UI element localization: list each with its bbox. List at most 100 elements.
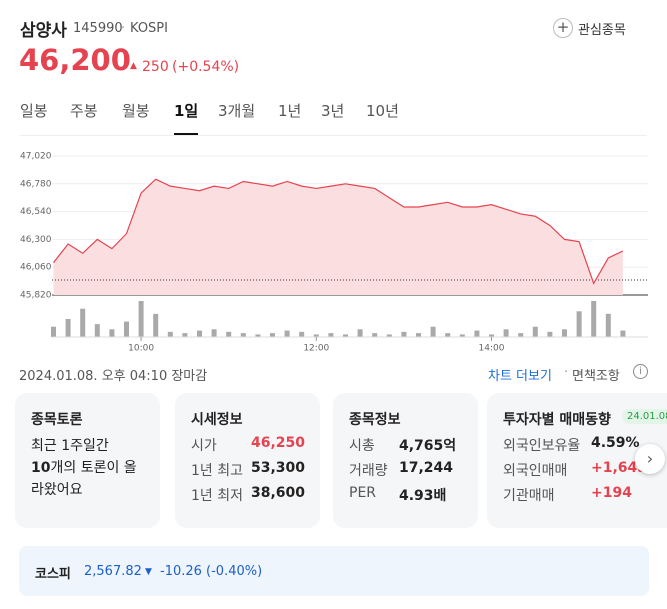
volume-bar [547,331,553,337]
volume-bar [430,326,436,337]
volume-bar [94,324,100,337]
volume-bar [328,333,334,337]
change-pct: (+0.54%) [172,59,240,75]
disclaimer[interactable]: 면책조항 [572,369,620,384]
x-tick-label: 14:00 [479,344,505,354]
volume-bar [167,331,173,337]
date-badge: 24.01.08 [622,409,667,424]
tab[interactable]: 3년 [321,102,345,120]
chart-more[interactable]: 차트 더보기 [488,369,552,384]
down-arrow: ▼ [145,567,152,577]
change: 250 [142,59,169,75]
tab[interactable]: 일봉 [20,102,48,120]
up-arrow: ▲ [130,61,137,71]
card-discussion[interactable]: 종목토론 최근 1주일간 10개의 토론이 올라왔어요 [15,393,160,528]
card-title: 투자자별 매매동향 [503,412,611,428]
volume-bar [313,334,319,337]
volume-bar [416,333,421,337]
card-row: 시총 4,765억 [349,435,456,455]
volume-bar [270,333,275,337]
volume-bar [357,329,363,337]
volume-bar [343,334,348,337]
price: 46,200 [19,43,131,77]
volume-bar [211,329,217,337]
row-value: 17,244 [399,460,454,476]
next-button[interactable]: › [635,444,665,474]
stock-code: 145990 [73,21,123,36]
tab[interactable]: 10년 [366,102,399,120]
y-tick-label: 46,540 [20,207,52,217]
volume-bar [240,333,246,337]
sep: · [121,21,126,36]
row-value: 46,250 [251,435,306,451]
volume-bar [591,301,597,337]
price-line [53,178,624,285]
index-change: -10.26 (-0.40%) [160,564,263,579]
tab-underline [174,133,198,135]
row-label: 시가 [191,438,217,454]
info-icon[interactable]: i [633,364,648,379]
card-title: 종목정보 [349,412,401,428]
volume-bar [401,331,407,337]
card-text: 개의 토론이 올라왔어요 [31,460,137,498]
row-label: 1년 최고 [191,463,243,479]
row-label: 기관매매 [503,488,555,504]
volume-bar [532,326,538,337]
volume-bar [576,311,582,337]
index-value: 2,567.82 [84,564,142,579]
volume-bar [255,334,261,337]
card-title: 시세정보 [191,412,243,428]
row-label: 시총 [349,438,375,454]
row-label: 1년 최저 [191,488,243,504]
row-value: 53,300 [251,460,306,476]
tab[interactable]: 3개월 [218,102,256,120]
index-name: 코스피 [35,567,71,582]
card-text: 최근 1주일간 [31,438,109,454]
chart-time: 2024.01.08. 오후 04:10 장마감 [19,369,208,384]
row-label: PER [349,485,377,501]
card-row: 기관매매 +194 [503,485,632,505]
card-count: 10 [31,460,51,476]
y-tick-label: 46,060 [20,263,52,273]
card-title: 종목토론 [31,412,83,428]
area-fill [53,179,623,295]
card-row: PER 4.93배 [349,485,446,504]
y-tick-label: 46,780 [20,179,52,189]
volume-bar [489,334,494,337]
volume-bar [153,313,159,337]
row-value: 38,600 [251,485,306,501]
index-box[interactable] [19,546,649,596]
volume-bar [459,334,465,337]
volume-bar [445,333,451,337]
volume-bar [299,331,305,337]
volume-bar [562,329,567,337]
volume-bar [386,334,392,337]
card-row: 1년 최고 53,300 [191,460,305,480]
x-tick-label: 12:00 [303,344,329,354]
volume-bar [124,321,129,337]
row-value: +1,645 [591,460,648,476]
tab[interactable]: 1년 [278,102,302,120]
row-value: 4,765억 [399,438,457,454]
volume-bar [503,329,509,337]
card-row: 1년 최저 38,600 [191,485,305,505]
tab[interactable]: 주봉 [70,102,98,120]
row-label: 거래량 [349,463,388,479]
chart: 47,020 46,780 46,540 46,300 46,060 45,820 10:0… [20,152,648,354]
row-label: 외국인매매 [503,463,568,479]
card-row: 외국인보유율 4.59% [503,435,640,455]
volume-bar [620,330,626,337]
volume-bar [605,313,611,337]
tab[interactable]: 월봉 [122,102,150,120]
volume-bar [518,333,524,337]
volume-bar [197,330,202,337]
volume-bar [138,301,144,337]
watch-button[interactable]: 관심종목 [578,23,626,38]
tab[interactable]: 1일 [174,102,199,120]
volume-bar [474,330,480,337]
market: KOSPI [130,21,168,36]
watch-icon[interactable]: + [553,18,573,38]
volume-bar [109,329,115,337]
